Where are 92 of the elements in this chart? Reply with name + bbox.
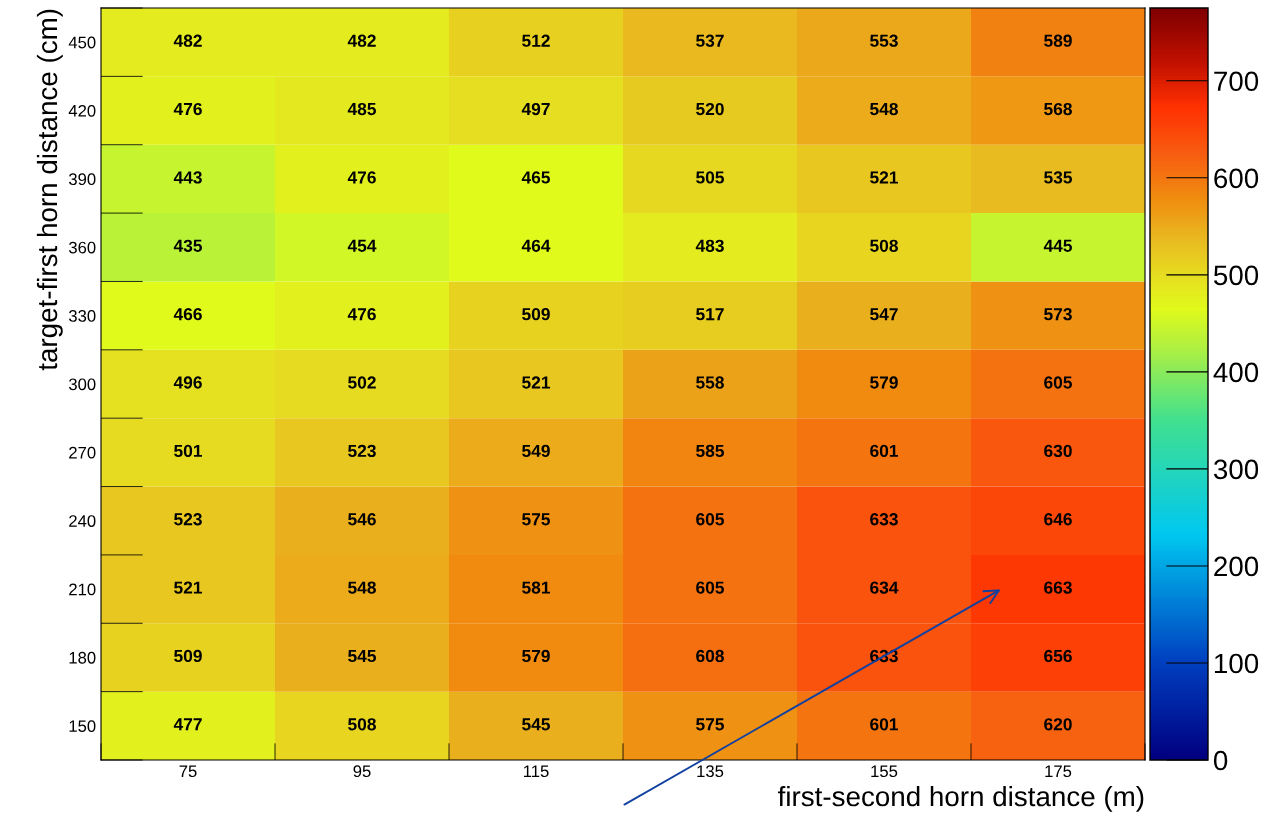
x-tick-label: 95 xyxy=(353,765,371,778)
data-label: 656 xyxy=(1044,649,1072,663)
data-label: 548 xyxy=(348,581,376,594)
y-tick-label: 330 xyxy=(68,310,96,322)
color-bar-label: 700 xyxy=(1214,71,1259,92)
data-label: 581 xyxy=(522,581,550,594)
data-label: 547 xyxy=(870,308,898,321)
y-tick-label: 450 xyxy=(68,36,96,49)
y-tick-label: 270 xyxy=(69,446,96,459)
data-label: 575 xyxy=(522,513,550,526)
data-label: 605 xyxy=(696,581,724,594)
data-label: 496 xyxy=(173,376,202,389)
data-label: 465 xyxy=(521,171,550,184)
color-bar-label: 200 xyxy=(1214,556,1259,577)
data-label: 497 xyxy=(521,102,550,116)
data-label: 568 xyxy=(1044,102,1072,116)
y-tick-label: 390 xyxy=(68,173,96,186)
color-bar-label: 600 xyxy=(1214,168,1259,189)
data-label: 509 xyxy=(174,649,202,663)
data-label: 579 xyxy=(870,376,898,389)
y-tick-label: 360 xyxy=(68,241,96,254)
data-label: 601 xyxy=(870,718,898,731)
y-tick-label: 420 xyxy=(68,104,96,117)
data-label: 521 xyxy=(174,581,202,594)
color-bar-label: 500 xyxy=(1213,265,1259,286)
data-label: 509 xyxy=(522,308,550,321)
data-label: 537 xyxy=(696,34,724,47)
data-label: 521 xyxy=(522,376,550,389)
color-bar-label: 0 xyxy=(1213,750,1228,771)
x-tick-label: 75 xyxy=(179,765,197,778)
data-label: 464 xyxy=(521,239,551,252)
data-label: 485 xyxy=(347,102,376,116)
data-label: 482 xyxy=(347,34,376,47)
data-label: 443 xyxy=(173,171,202,184)
data-label: 553 xyxy=(870,34,898,47)
data-label: 535 xyxy=(1044,171,1072,184)
data-label: 634 xyxy=(870,581,899,594)
x-tick-label: 135 xyxy=(697,765,724,778)
data-label: 476 xyxy=(173,102,202,116)
data-label: 601 xyxy=(870,444,898,458)
y-tick-label: 240 xyxy=(69,515,96,527)
data-label: 454 xyxy=(347,239,377,252)
data-label: 445 xyxy=(1043,239,1072,252)
data-label: 523 xyxy=(348,444,376,458)
data-label: 558 xyxy=(696,376,724,389)
data-label: 579 xyxy=(522,649,550,663)
data-label: 589 xyxy=(1044,34,1072,47)
data-label: 546 xyxy=(348,513,376,526)
data-label: 548 xyxy=(870,102,898,116)
y-tick-label: 180 xyxy=(69,651,96,664)
data-label: 523 xyxy=(174,513,202,526)
y-tick-label: 300 xyxy=(68,378,96,391)
data-label: 630 xyxy=(1044,444,1072,458)
data-label: 476 xyxy=(347,308,376,321)
color-bar-label: 400 xyxy=(1213,362,1259,383)
data-label: 663 xyxy=(1044,581,1072,594)
data-label: 633 xyxy=(870,513,898,526)
data-label: 517 xyxy=(696,308,724,321)
color-bar-label: 300 xyxy=(1213,459,1259,480)
data-label: 483 xyxy=(695,239,724,252)
data-label: 545 xyxy=(348,650,376,663)
data-label: 549 xyxy=(522,444,550,458)
data-label: 585 xyxy=(696,444,724,458)
data-label: 605 xyxy=(696,513,724,526)
y-axis-title: target-first horn distance (cm) xyxy=(36,9,63,371)
data-label: 573 xyxy=(1044,308,1072,321)
data-label: 521 xyxy=(870,171,898,184)
data-label: 512 xyxy=(522,34,550,47)
y-tick-label: 210 xyxy=(69,583,96,596)
x-tick-label: 115 xyxy=(523,765,549,778)
data-label: 646 xyxy=(1044,513,1072,526)
data-label: 605 xyxy=(1044,376,1072,389)
x-tick-label: 155 xyxy=(871,765,898,778)
data-label: 508 xyxy=(348,718,376,731)
data-label: 501 xyxy=(174,444,202,458)
y-tick-label: 150 xyxy=(69,720,96,733)
data-label: 476 xyxy=(347,171,376,184)
data-label: 620 xyxy=(1044,718,1072,731)
data-label: 502 xyxy=(348,376,376,389)
data-label: 435 xyxy=(173,239,202,252)
data-label: 575 xyxy=(696,718,724,731)
data-label: 508 xyxy=(870,239,898,252)
data-label: 608 xyxy=(696,649,724,663)
x-tick-label: 175 xyxy=(1045,765,1072,778)
data-label: 520 xyxy=(696,102,724,116)
color-bar-label: 100 xyxy=(1214,653,1259,674)
data-label: 505 xyxy=(696,171,724,184)
data-label: 545 xyxy=(522,718,550,731)
x-axis-title: first-second horn distance (m) xyxy=(778,785,1144,812)
data-label: 477 xyxy=(173,718,202,731)
data-label: 466 xyxy=(173,308,202,321)
data-label: 482 xyxy=(173,34,202,47)
